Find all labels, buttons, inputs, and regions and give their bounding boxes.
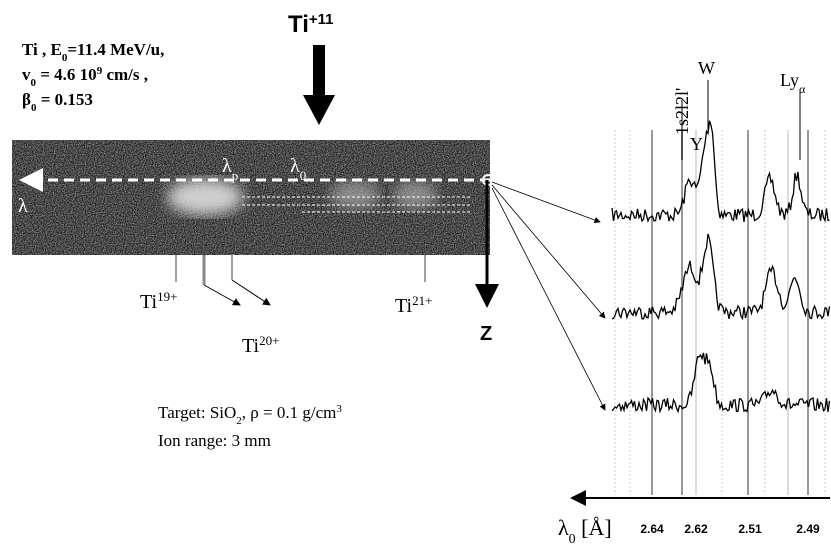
axis-label: λ0 [Å] xyxy=(558,515,612,547)
axis-tick: 2.51 xyxy=(738,522,762,536)
ion-charge: Ti21+ xyxy=(395,293,432,318)
blob xyxy=(167,179,243,215)
layout xyxy=(12,45,830,498)
beam-line: v0 = 4.6 109 cm/s , xyxy=(22,65,148,89)
spectrum-trace xyxy=(612,353,830,412)
spectrum-trace xyxy=(612,121,830,222)
arrow xyxy=(492,182,600,222)
arrow xyxy=(492,188,605,410)
target-material: Target: SiO2, ρ = 0.1 g/cm3 xyxy=(158,403,342,427)
spectrum-trace xyxy=(612,234,830,319)
z-label: Z xyxy=(480,323,492,345)
ion-charge: Ti19+ xyxy=(140,289,177,314)
line-label: 1s2l2l' xyxy=(672,88,692,135)
ion-charge: Ti20+ xyxy=(242,333,279,358)
beam-line: Ti , E0=11.4 MeV/u, xyxy=(22,40,164,64)
ion-label: Ti+11 xyxy=(288,11,334,39)
axis-tick: 2.62 xyxy=(684,522,708,536)
lambda-label: λ xyxy=(18,195,28,217)
line-label: W xyxy=(698,58,715,78)
arrow xyxy=(492,185,605,318)
axis-tick: 2.49 xyxy=(796,522,820,536)
beam-arrow xyxy=(313,45,325,97)
figure: Ti , E0=11.4 MeV/u, v0 = 4.6 109 cm/s , … xyxy=(0,0,831,548)
beam-arrowhead xyxy=(303,95,335,125)
line-label: Y xyxy=(690,134,703,154)
arrow xyxy=(204,285,240,305)
line-label: Lyα xyxy=(780,70,806,96)
axis-tick: 2.64 xyxy=(640,522,664,536)
ion-range: Ion range: 3 mm xyxy=(158,431,271,450)
arrow xyxy=(232,280,270,305)
beam-line: β0 = 0.153 xyxy=(22,90,93,114)
